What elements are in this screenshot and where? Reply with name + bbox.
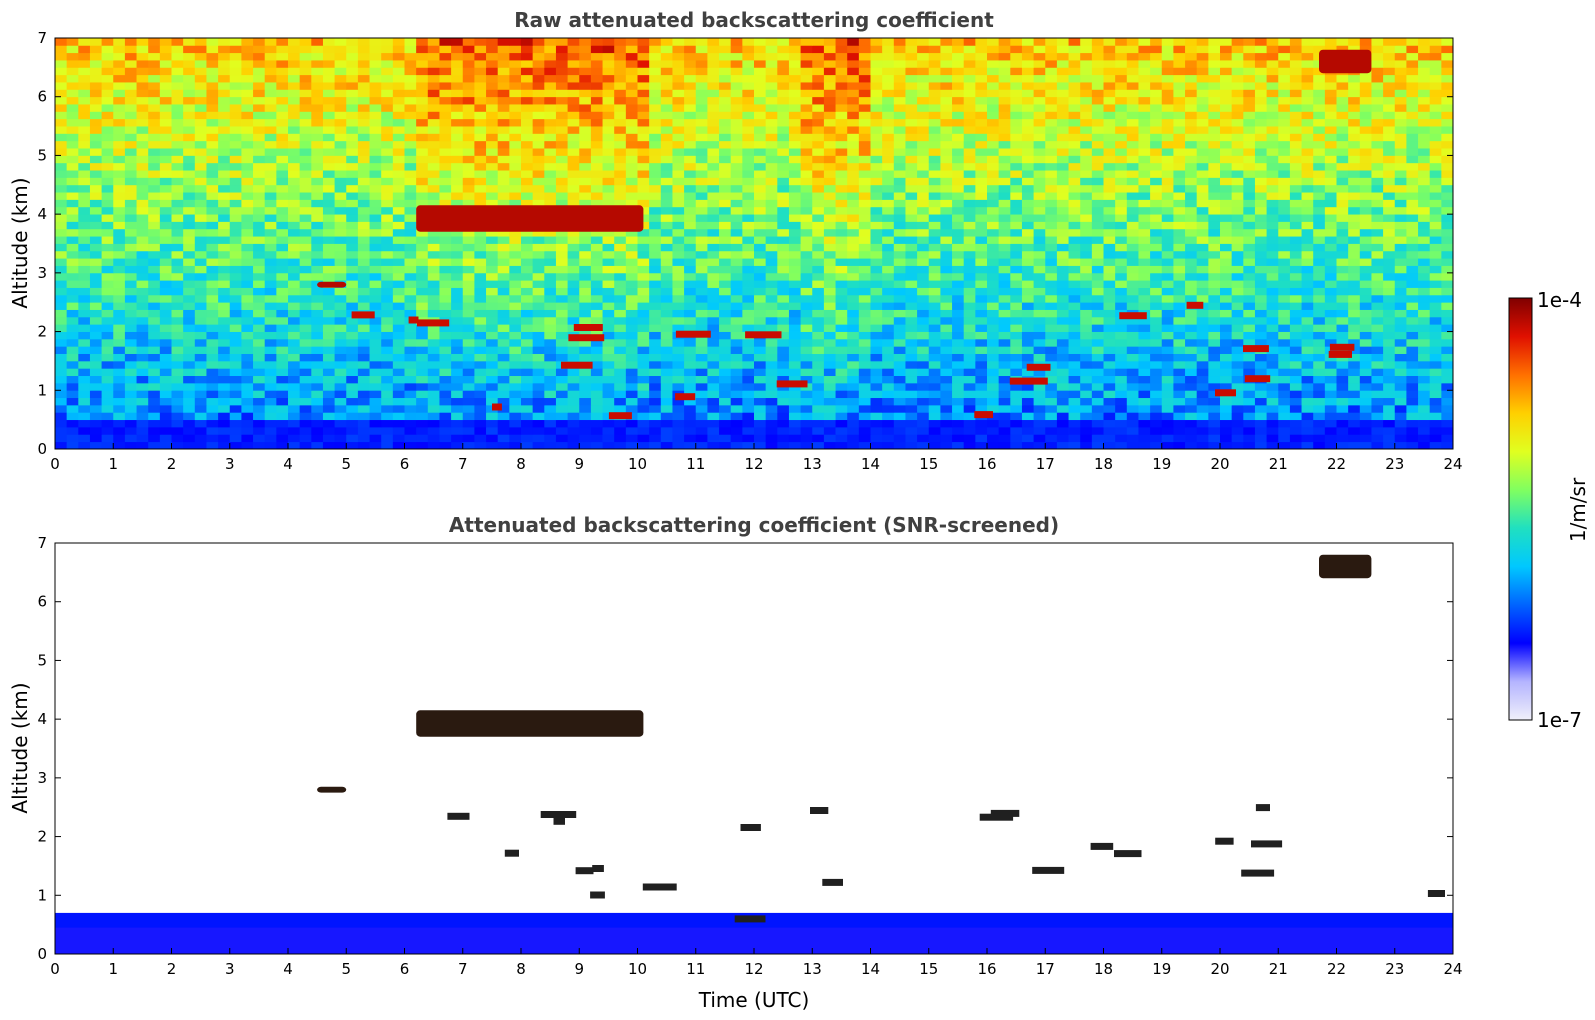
x-axis-label: Time (UTC)	[698, 988, 810, 1012]
colorbar-unit-label: 1/m/sr	[1566, 477, 1590, 542]
raw-heatmap	[55, 38, 1453, 449]
colorbar-min-label: 1e-7	[1537, 708, 1582, 732]
raw-y-axis-label: Altitude (km)	[8, 177, 32, 308]
screened-plot-frame	[54, 542, 1454, 955]
raw-backscatter-panel: Raw attenuated backscattering coefficien…	[8, 8, 1463, 473]
screened-x-ticks: 0 1 2 3 4 5 6 7 8 9 10 11 12 13 14 15 16 17 18 19 20 21 22 23 24	[50, 948, 1463, 978]
screened-panel-title: Attenuated backscattering coefficient (S…	[449, 513, 1059, 537]
colorbar-max-label: 1e-4	[1537, 288, 1582, 312]
raw-panel-title: Raw attenuated backscattering coefficien…	[514, 8, 994, 32]
screened-heatmap	[55, 554, 1453, 954]
colorbar: 1e-4 1e-7 1/m/sr	[1508, 288, 1590, 732]
screened-y-axis-label: Altitude (km)	[8, 682, 32, 813]
screened-backscatter-panel: Attenuated backscattering coefficient (S…	[8, 513, 1463, 1012]
raw-x-ticks: 0 1 2 3 4 5 6 7 8 9 10 11 12 13 14 15 16 17 18 19 20 21 22 23 24	[50, 443, 1463, 473]
colorbar-gradient	[1508, 297, 1533, 721]
